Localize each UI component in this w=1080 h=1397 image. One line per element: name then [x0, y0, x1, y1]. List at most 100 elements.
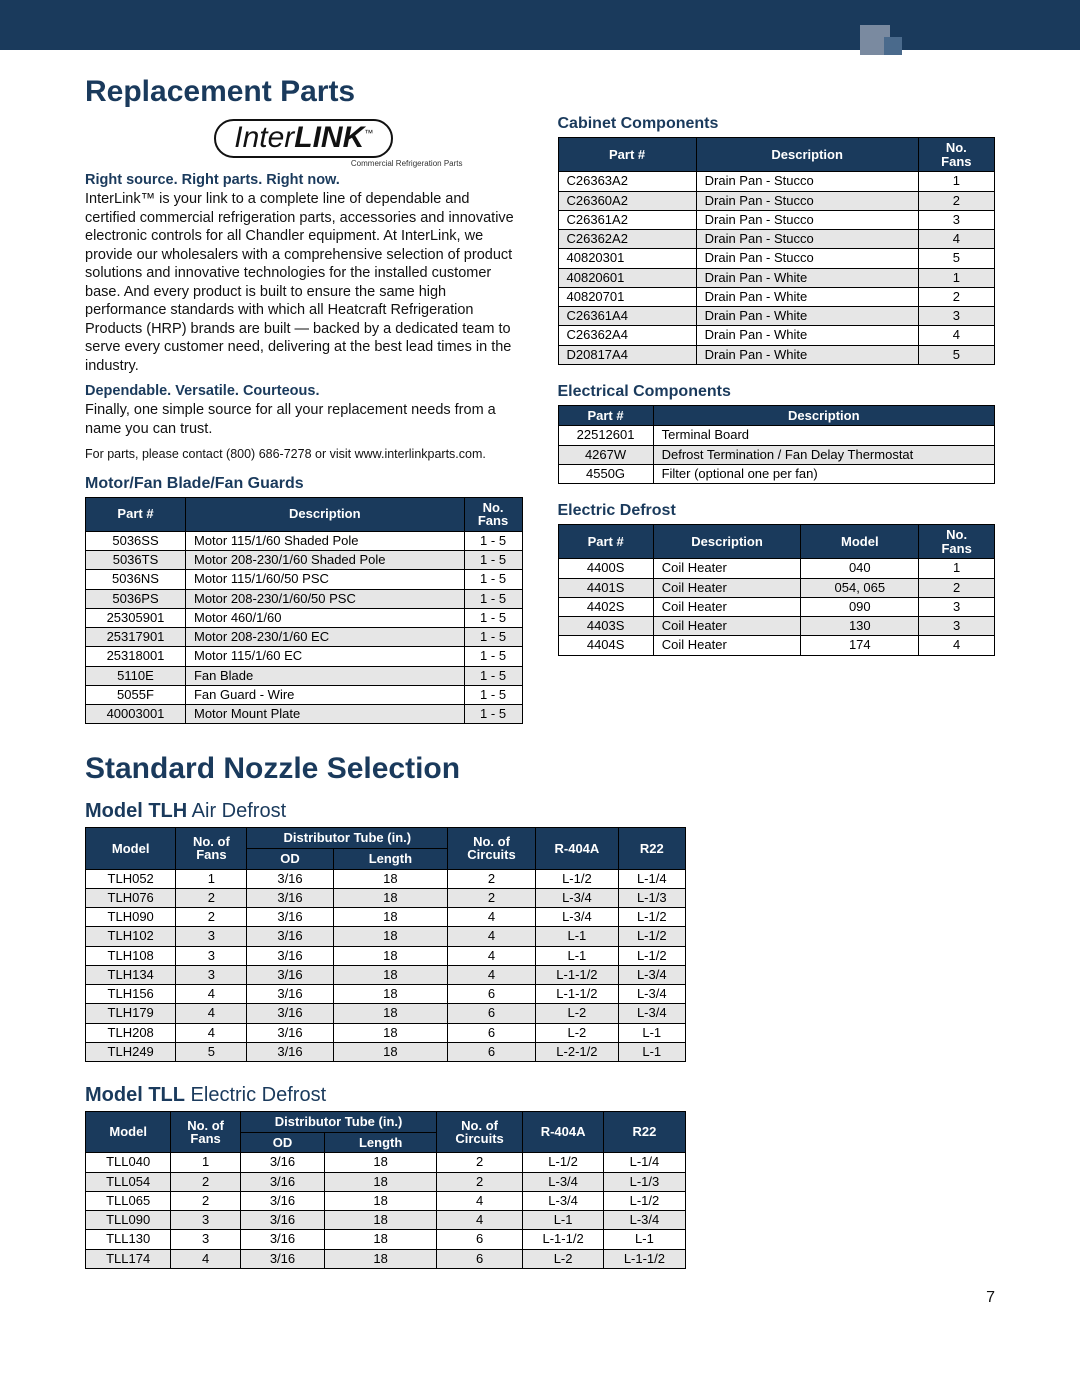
- table-cell: 1 - 5: [464, 647, 522, 666]
- table-row: 5110EFan Blade1 - 5: [86, 666, 523, 685]
- table-cell: C26361A4: [558, 307, 696, 326]
- table-row: 22512601Terminal Board: [558, 426, 995, 445]
- table-cell: 4402S: [558, 597, 653, 616]
- table-row: C26362A2Drain Pan - Stucco4: [558, 230, 995, 249]
- table-cell: 18: [325, 1249, 437, 1268]
- table-cell: 3/16: [247, 1042, 333, 1061]
- table-cell: 18: [333, 946, 448, 965]
- table-motor: Part #DescriptionNo.Fans5036SSMotor 115/…: [85, 497, 523, 725]
- table-header: Part #: [558, 405, 653, 426]
- table-row: 40820301Drain Pan - Stucco5: [558, 249, 995, 268]
- table-row: 5036NSMotor 115/1/60/50 PSC1 - 5: [86, 570, 523, 589]
- table-cell: 5036PS: [86, 589, 186, 608]
- table-header: Description: [696, 138, 918, 172]
- table-title-cabinet: Cabinet Components: [558, 115, 996, 133]
- table-header: Model: [86, 828, 176, 869]
- table-cell: Coil Heater: [653, 636, 801, 655]
- table-cell: C26362A4: [558, 326, 696, 345]
- table-cell: 2: [171, 1172, 241, 1191]
- table-row: 40003001Motor Mount Plate1 - 5: [86, 705, 523, 724]
- table-cell: L-1-1/2: [522, 1230, 603, 1249]
- logo-suffix: LINK: [294, 121, 364, 154]
- table-cell: L-2: [535, 1004, 618, 1023]
- table-cell: L-1: [618, 1042, 685, 1061]
- table-cell: 18: [325, 1191, 437, 1210]
- table-cell: 18: [333, 1004, 448, 1023]
- table-cell: Defrost Termination / Fan Delay Thermost…: [653, 445, 994, 464]
- table-cell: L-1-1/2: [604, 1249, 685, 1268]
- table-cell: 18: [333, 965, 448, 984]
- table-header: No.Fans: [464, 497, 522, 531]
- table-cell: Motor 208-230/1/60/50 PSC: [185, 589, 464, 608]
- table-cell: Drain Pan - Stucco: [696, 230, 918, 249]
- table-cell: 3/16: [247, 946, 333, 965]
- table-cell: 5: [176, 1042, 247, 1061]
- table-cell: 1 - 5: [464, 608, 522, 627]
- table-cell: Terminal Board: [653, 426, 994, 445]
- model-tlh-title: Model TLH Air Defrost: [85, 800, 995, 823]
- table-cell: L-3/4: [618, 985, 685, 1004]
- contact-line: For parts, please contact (800) 686-7278…: [85, 447, 523, 461]
- table-cell: 4: [437, 1191, 523, 1210]
- table-cell: L-1/2: [535, 869, 618, 888]
- model-tll-light: Electric Defrost: [185, 1084, 326, 1106]
- table-cell: L-1/2: [604, 1191, 685, 1210]
- table-header: OD: [247, 848, 333, 869]
- table-cell: 4267W: [558, 445, 653, 464]
- table-cell: Drain Pan - Stucco: [696, 191, 918, 210]
- table-cell: Motor 115/1/60 Shaded Pole: [185, 531, 464, 550]
- table-header: Description: [653, 405, 994, 426]
- table-cell: C26361A2: [558, 210, 696, 229]
- table-cell: L-1: [618, 1023, 685, 1042]
- table-row: TLL06523/16184L-3/4L-1/2: [86, 1191, 686, 1210]
- table-cabinet: Part #DescriptionNo.FansC26363A2Drain Pa…: [558, 137, 996, 365]
- table-cell: 1 - 5: [464, 589, 522, 608]
- table-cell: L-3/4: [604, 1211, 685, 1230]
- table-cell: 3: [919, 617, 995, 636]
- table-row: 40820601Drain Pan - White1: [558, 268, 995, 287]
- table-row: TLL09033/16184L-1L-3/4: [86, 1211, 686, 1230]
- table-header: Part #: [558, 525, 653, 559]
- table-cell: 4403S: [558, 617, 653, 636]
- table-header: No. ofCircuits: [437, 1112, 523, 1153]
- table-row: 4267WDefrost Termination / Fan Delay The…: [558, 445, 995, 464]
- table-cell: 4: [176, 985, 247, 1004]
- table-cell: 3/16: [240, 1230, 324, 1249]
- table-cell: 3: [918, 307, 994, 326]
- table-cell: Motor 208-230/1/60 Shaded Pole: [185, 551, 464, 570]
- table-row: TLL05423/16182L-3/4L-1/3: [86, 1172, 686, 1191]
- table-cell: L-3/4: [535, 908, 618, 927]
- table-cell: L-1: [535, 946, 618, 965]
- table-row: TLH20843/16186L-2L-1: [86, 1023, 686, 1042]
- table-header: No. ofFans: [176, 828, 247, 869]
- page-number: 7: [85, 1289, 995, 1307]
- table-cell: TLH179: [86, 1004, 176, 1023]
- table-cell: 1: [918, 172, 994, 191]
- table-row: 25305901Motor 460/1/601 - 5: [86, 608, 523, 627]
- table-cell: 40820601: [558, 268, 696, 287]
- table-cell: L-1-1/2: [535, 965, 618, 984]
- table-cell: 4401S: [558, 578, 653, 597]
- table-cell: 5036TS: [86, 551, 186, 570]
- table-cell: 3: [918, 210, 994, 229]
- table-cell: 4: [918, 230, 994, 249]
- table-cell: 18: [333, 1042, 448, 1061]
- table-cell: L-1: [604, 1230, 685, 1249]
- table-cell: 3/16: [247, 1023, 333, 1042]
- table-header: R22: [618, 828, 685, 869]
- table-row: C26361A2Drain Pan - Stucco3: [558, 210, 995, 229]
- table-header: Model: [801, 525, 919, 559]
- table-cell: L-1/2: [618, 927, 685, 946]
- table-cell: 1 - 5: [464, 685, 522, 704]
- table-header: R22: [604, 1112, 685, 1153]
- table-cell: 5036NS: [86, 570, 186, 589]
- table-cell: 090: [801, 597, 919, 616]
- table-cell: 3/16: [240, 1211, 324, 1230]
- table-cell: L-1/4: [618, 869, 685, 888]
- table-cell: 2: [437, 1153, 523, 1172]
- table-cell: 4: [437, 1211, 523, 1230]
- table-cell: C26362A2: [558, 230, 696, 249]
- table-row: TLH05213/16182L-1/2L-1/4: [86, 869, 686, 888]
- table-row: 5036PSMotor 208-230/1/60/50 PSC1 - 5: [86, 589, 523, 608]
- table-cell: 3: [171, 1230, 241, 1249]
